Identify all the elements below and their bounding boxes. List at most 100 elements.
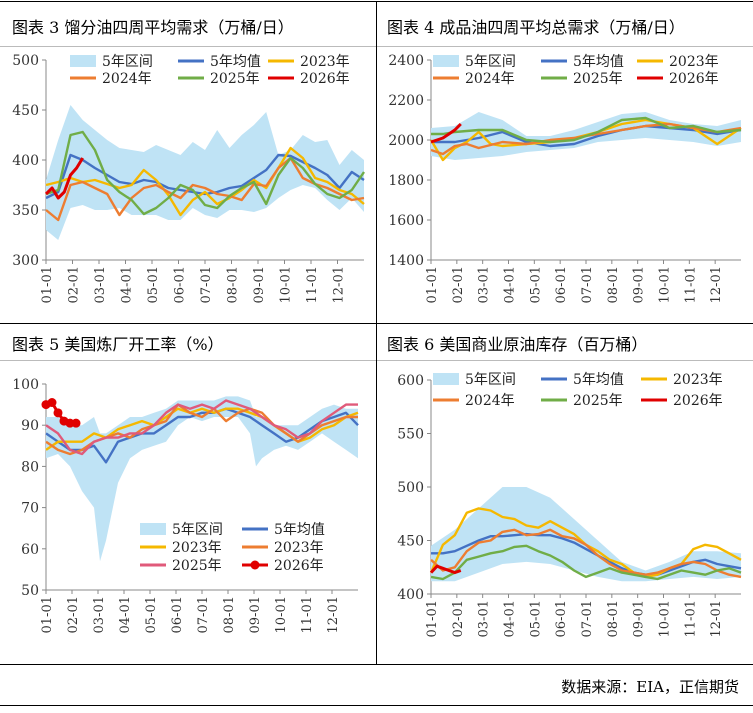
legend-label: 5年均值	[573, 54, 624, 70]
x-tick-label: 08-01	[606, 266, 621, 303]
legend-label: 5年均值	[210, 54, 261, 70]
x-tick-label: 07-01	[199, 266, 214, 303]
chart-title-refinery-utilization: 图表 5 美国炼厂开工率（%）	[12, 335, 224, 354]
legend-label: 2025年	[573, 71, 623, 87]
x-tick-label: 04-01	[118, 596, 133, 633]
legend-label: 2026年	[673, 393, 723, 409]
series-line	[44, 157, 84, 200]
y-tick-label: 2000	[388, 133, 424, 149]
series-line	[45, 399, 358, 456]
series-marker	[47, 398, 57, 408]
x-tick-label: 12-01	[326, 596, 341, 633]
title-underline-3	[0, 360, 376, 361]
legend-label: 2024年	[102, 71, 152, 87]
x-tick-label: 03-01	[93, 266, 108, 303]
legend-label: 2025年	[172, 558, 222, 574]
x-tick-label: 08-01	[226, 266, 241, 303]
x-tick-label: 06-01	[554, 266, 569, 303]
x-tick-label: 02-01	[66, 596, 81, 633]
legend-label: 2023年	[300, 54, 350, 70]
x-tick-label: 05-01	[528, 600, 543, 637]
x-tick-label: 01-01	[40, 266, 55, 303]
x-tick-label: 07-01	[580, 266, 595, 303]
y-tick-label: 60	[21, 542, 39, 558]
y-tick-label: 100	[12, 377, 39, 393]
title-underline-2	[377, 46, 753, 47]
legend-swatch	[70, 55, 96, 67]
legend-label: 2026年	[274, 558, 324, 574]
legend-label: 2025年	[573, 393, 623, 409]
x-tick-label: 01-01	[40, 596, 55, 633]
legend-label: 2024年	[465, 71, 515, 87]
y-tick-label: 80	[21, 459, 39, 475]
product-demand-chart: 1400 1600 1800 2000 2200 2400 01-01 02-01 03-01 0…	[388, 53, 742, 303]
series-line	[45, 146, 365, 217]
y-tick-label: 600	[397, 373, 424, 389]
x-tick-label: 08-01	[606, 600, 621, 637]
x-tick-label: 01-01	[425, 600, 440, 637]
legend-label: 2026年	[669, 71, 719, 87]
center-divider	[376, 1, 377, 664]
x-tick-label: 06-01	[554, 600, 569, 637]
x-tick-label: 01-01	[425, 266, 440, 303]
y-tick-label: 450	[397, 534, 424, 550]
y-tick-label: 300	[12, 253, 39, 269]
y-tick-label: 1800	[388, 173, 424, 189]
series-line	[45, 156, 365, 222]
title-underline-1	[0, 46, 376, 47]
x-tick-label: 04-01	[120, 266, 135, 303]
refinery-utilization-chart: 50 60 70 80 90 100 01-01 02-01 03-01 04-01 05-01 06…	[12, 377, 359, 633]
x-tick-label: 09-01	[632, 600, 647, 637]
x-tick-label: 05-01	[146, 266, 161, 303]
chart-title-distillate: 图表 3 馏分油四周平均需求（万桶/日）	[12, 18, 294, 37]
y-tick-label: 1400	[388, 253, 424, 269]
title-underline-4	[377, 360, 753, 361]
series-line	[430, 544, 742, 581]
y-tick-label: 400	[12, 153, 39, 169]
x-tick-label: 11-01	[683, 266, 698, 303]
y-tick-label: 1600	[388, 213, 424, 229]
distillate-demand-chart: 300 350 400 450 500 01-01 02-01 03-01 04-01 05-01…	[12, 53, 365, 303]
x-tick-label: 02-01	[451, 600, 466, 637]
x-tick-label: 12-01	[332, 266, 347, 303]
legend-label: 5年均值	[573, 372, 624, 388]
series-marker	[71, 418, 81, 428]
series-line	[430, 528, 742, 579]
x-tick-label: 11-01	[683, 600, 698, 637]
series-line	[430, 122, 462, 144]
legend-label: 2023年	[274, 540, 324, 556]
x-tick-label: 12-01	[709, 600, 724, 637]
x-tick-label: 09-01	[632, 266, 647, 303]
x-tick-label: 05-01	[144, 596, 159, 633]
legend-label: 2024年	[465, 393, 515, 409]
y-tick-label: 400	[397, 587, 424, 603]
legend-swatch	[433, 55, 459, 67]
legend-label: 2026年	[300, 71, 350, 87]
data-source-note: 数据来源：EIA，正信期货	[561, 678, 739, 696]
y-tick-label: 2200	[388, 93, 424, 109]
y-tick-label: 90	[21, 418, 39, 434]
series-line	[431, 116, 742, 144]
x-tick-label: 09-01	[248, 596, 263, 633]
series-line	[45, 407, 359, 451]
x-tick-label: 10-01	[658, 266, 673, 303]
y-tick-label: 500	[12, 53, 39, 69]
legend-label: 2025年	[210, 71, 260, 87]
legend-swatch	[433, 373, 459, 385]
x-tick-label: 05-01	[528, 266, 543, 303]
legend-label: 5年区间	[172, 522, 223, 538]
legend-label: 5年区间	[465, 372, 516, 388]
x-tick-label: 07-01	[580, 600, 595, 637]
y-tick-label: 550	[397, 427, 424, 443]
y-tick-label: 450	[12, 103, 39, 119]
x-tick-label: 02-01	[451, 266, 466, 303]
legend-label: 5年区间	[102, 54, 153, 70]
legend-label: 2023年	[669, 54, 719, 70]
x-tick-label: 07-01	[196, 596, 211, 633]
x-tick-label: 03-01	[92, 596, 107, 633]
bottom-border	[0, 664, 753, 665]
x-tick-label: 10-01	[274, 596, 289, 633]
series-line	[45, 153, 365, 200]
x-tick-label: 06-01	[173, 266, 188, 303]
